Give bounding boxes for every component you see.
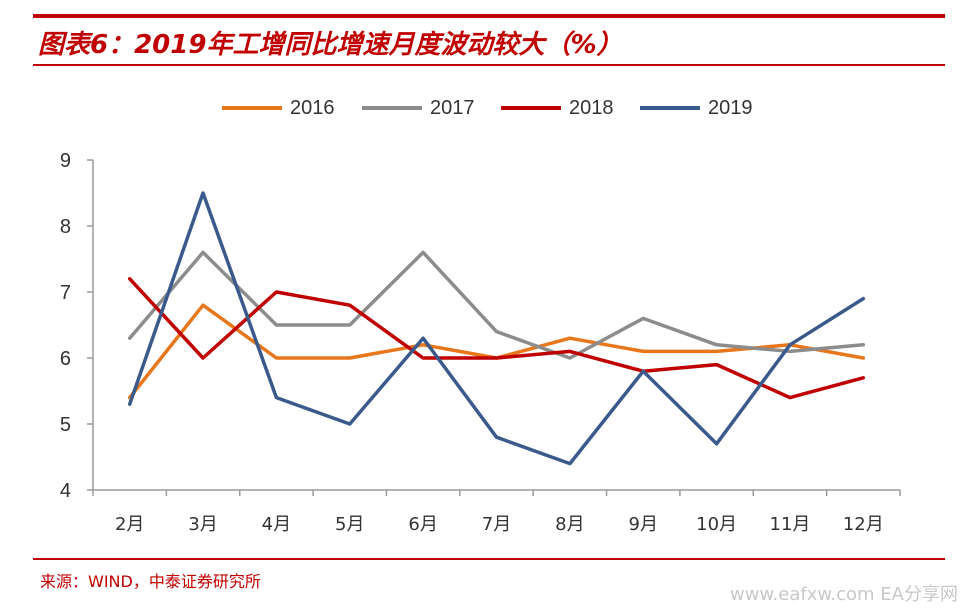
series-line-2019 — [127, 191, 866, 466]
x-tick-label: 4月 — [262, 514, 291, 535]
series-line-2018 — [127, 277, 866, 400]
legend-label: 2016 — [290, 96, 335, 119]
legend: 2016 2017 2018 2019 — [0, 92, 968, 124]
watermark: www.eafxw.com EA分享网 — [730, 584, 958, 605]
legend-label: 2018 — [569, 96, 614, 119]
y-tick-label: 8 — [60, 216, 71, 238]
x-tick-label: 11月 — [770, 514, 811, 535]
legend-item-2018: 2018 — [501, 92, 614, 124]
x-tick-label: 2月 — [115, 514, 144, 535]
legend-swatch — [640, 106, 700, 110]
legend-swatch — [501, 106, 561, 110]
y-tick-label: 9 — [60, 150, 71, 172]
series-line-2017 — [127, 250, 866, 360]
legend-swatch — [362, 106, 422, 110]
legend-item-2016: 2016 — [222, 92, 335, 124]
x-tick-label: 3月 — [188, 514, 217, 535]
y-tick-label: 5 — [60, 414, 71, 436]
x-tick-label: 5月 — [335, 514, 364, 535]
x-tick-label: 12月 — [843, 514, 884, 535]
source-note: 来源：WIND，中泰证券研究所 — [40, 572, 261, 591]
top-rule — [33, 14, 945, 18]
title-rule — [33, 64, 945, 66]
legend-label: 2019 — [708, 96, 753, 119]
x-tick-label: 7月 — [482, 514, 511, 535]
series-line-2016 — [127, 303, 866, 400]
legend-label: 2017 — [430, 96, 475, 119]
y-tick-label: 4 — [60, 480, 71, 502]
x-tick-label: 8月 — [555, 514, 584, 535]
legend-item-2019: 2019 — [640, 92, 753, 124]
legend-item-2017: 2017 — [362, 92, 475, 124]
x-tick-label: 10月 — [696, 514, 737, 535]
bottom-rule — [33, 558, 945, 560]
x-tick-label: 6月 — [408, 514, 437, 535]
y-tick-label: 6 — [60, 348, 71, 370]
x-tick-label: 9月 — [629, 514, 658, 535]
legend-swatch — [222, 106, 282, 110]
chart-title: 图表6：2019年工增同比增速月度波动较大（%） — [38, 30, 623, 60]
y-tick-label: 7 — [60, 282, 71, 304]
